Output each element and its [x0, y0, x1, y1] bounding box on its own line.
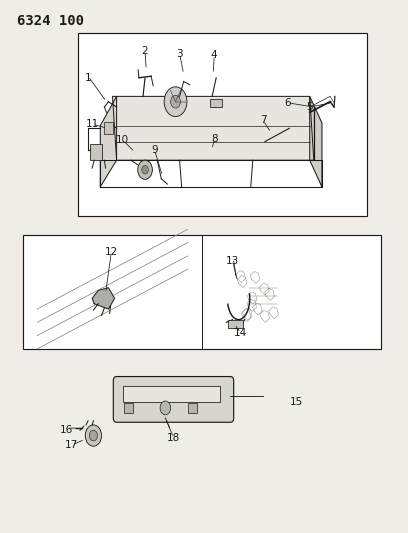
Text: 10: 10 — [116, 135, 129, 145]
Bar — [90, 144, 102, 160]
Text: 15: 15 — [290, 397, 303, 407]
Circle shape — [164, 87, 187, 117]
Bar — [78, 33, 367, 216]
Text: 8: 8 — [211, 134, 217, 144]
Bar — [124, 403, 133, 413]
Circle shape — [89, 430, 98, 441]
Circle shape — [171, 95, 180, 108]
Text: 18: 18 — [167, 433, 180, 443]
Circle shape — [138, 160, 152, 179]
Circle shape — [160, 401, 171, 415]
Polygon shape — [100, 96, 117, 187]
Text: 11: 11 — [86, 119, 99, 129]
Text: 17: 17 — [65, 440, 78, 450]
Text: 13: 13 — [226, 256, 239, 266]
Text: 12: 12 — [105, 247, 118, 257]
FancyBboxPatch shape — [113, 376, 234, 422]
Circle shape — [85, 425, 102, 446]
Text: 1: 1 — [85, 73, 91, 83]
Polygon shape — [310, 96, 322, 187]
Text: 9: 9 — [151, 144, 158, 155]
Bar — [210, 99, 222, 107]
Bar — [23, 235, 381, 349]
Polygon shape — [113, 96, 314, 160]
Text: 6324 100: 6324 100 — [17, 14, 84, 28]
Text: 14: 14 — [234, 328, 247, 338]
Text: 5: 5 — [306, 102, 313, 112]
Text: 7: 7 — [259, 115, 266, 125]
Text: 6: 6 — [284, 98, 290, 108]
Text: 3: 3 — [176, 49, 183, 59]
Text: 16: 16 — [60, 425, 73, 435]
Bar — [188, 403, 197, 413]
Circle shape — [142, 165, 148, 174]
Bar — [123, 386, 220, 402]
Polygon shape — [92, 288, 115, 309]
Text: 4: 4 — [211, 50, 217, 60]
Text: 2: 2 — [142, 46, 149, 56]
Bar — [228, 320, 243, 328]
Bar — [104, 122, 113, 134]
